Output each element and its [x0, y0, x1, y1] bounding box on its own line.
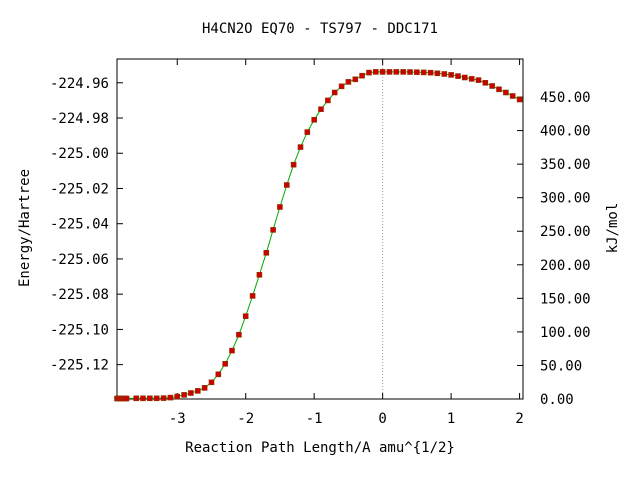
y-tick-label: -225.08 — [50, 287, 109, 303]
data-point — [277, 204, 283, 210]
data-point — [123, 395, 130, 402]
data-point — [461, 74, 468, 81]
data-point — [427, 69, 434, 76]
x-tick-label: -1 — [306, 411, 323, 427]
data-point — [338, 83, 345, 90]
x-tick-label: -3 — [169, 411, 186, 427]
data-point — [393, 69, 400, 75]
data-point — [215, 371, 222, 378]
data-point — [222, 360, 228, 367]
data-point — [167, 394, 174, 401]
data-point — [503, 89, 509, 96]
y-tick-label: -225.06 — [50, 252, 109, 268]
y-tick-label: -225.12 — [50, 358, 109, 374]
data-point — [366, 69, 372, 76]
data-point — [386, 69, 393, 75]
y2-tick-label: 350.00 — [540, 157, 591, 173]
data-point — [153, 395, 160, 402]
data-point — [455, 73, 461, 79]
y2-tick-label: 450.00 — [540, 90, 591, 106]
data-point — [140, 395, 146, 402]
series-layer — [114, 69, 523, 402]
y2-tick-label: 250.00 — [540, 224, 591, 240]
plot-frame — [116, 58, 524, 400]
data-point — [496, 86, 502, 93]
x-tick-label: 2 — [515, 411, 523, 427]
data-point — [160, 395, 167, 401]
data-point — [441, 71, 448, 77]
data-point — [509, 93, 516, 99]
data-point — [174, 393, 180, 400]
data-point — [400, 69, 407, 75]
y2-tick-label: 0.00 — [540, 392, 574, 408]
data-point — [229, 347, 235, 354]
data-point — [318, 106, 324, 112]
data-point — [249, 293, 256, 299]
data-point — [208, 379, 215, 386]
y-axis-left: -224.96 -224.98 -225.00 -225.02 -225.04 -225.… — [50, 76, 123, 374]
data-point — [311, 117, 318, 123]
y-tick-label: -224.96 — [50, 76, 109, 92]
data-point — [195, 388, 201, 394]
data-point — [147, 395, 153, 402]
data-point — [407, 69, 413, 75]
data-point — [297, 144, 304, 150]
y2-tick-label: 200.00 — [540, 258, 591, 274]
data-point — [283, 182, 290, 188]
data-point — [263, 250, 270, 256]
series-line — [117, 71, 520, 399]
y-tick-label: -225.10 — [50, 322, 109, 338]
y-tick-label: -224.98 — [50, 111, 109, 127]
x-axis-label: Reaction Path Length/A amu^{1/2} — [185, 440, 455, 456]
data-point — [133, 395, 139, 402]
data-point — [256, 271, 263, 278]
y2-tick-label: 400.00 — [540, 124, 591, 140]
x-axis: -3 -2 -1 0 1 2 — [169, 59, 524, 427]
x-tick-label: 1 — [447, 411, 455, 427]
data-point — [379, 69, 386, 75]
data-point — [325, 97, 331, 104]
data-point — [420, 69, 427, 76]
data-point — [475, 77, 482, 83]
x-tick-label: -2 — [237, 411, 254, 427]
x-tick-label: 0 — [378, 411, 386, 427]
y2-tick-label: 100.00 — [540, 325, 591, 341]
data-point — [345, 79, 352, 85]
data-point — [516, 96, 523, 103]
data-point — [448, 72, 454, 78]
data-point — [188, 390, 194, 396]
y-axis-label: Energy/Hartree — [17, 169, 33, 287]
y-axis-right: 0.00 50.00 100.00 150.00 200.00 250.00 300.00 3… — [517, 90, 591, 408]
data-point — [331, 89, 338, 96]
data-point — [482, 80, 489, 86]
data-point — [414, 69, 420, 75]
y-tick-label: -225.02 — [50, 181, 109, 197]
data-point — [242, 313, 249, 320]
y2-tick-label: 150.00 — [540, 291, 591, 307]
data-point — [270, 227, 276, 233]
data-point — [236, 331, 242, 338]
y2-tick-label: 300.00 — [540, 191, 591, 207]
data-point — [201, 385, 208, 391]
data-point — [352, 76, 359, 83]
data-point — [434, 70, 441, 77]
y-tick-label: -225.00 — [50, 146, 109, 162]
data-point — [489, 83, 496, 89]
y-tick-label: -225.04 — [50, 217, 109, 233]
data-point — [372, 69, 379, 75]
data-point — [181, 392, 187, 398]
y2-axis-label: kJ/mol — [605, 203, 621, 254]
data-point — [304, 129, 311, 135]
data-point — [468, 76, 475, 82]
data-point — [290, 161, 297, 168]
data-point — [359, 72, 365, 79]
y2-tick-label: 50.00 — [540, 358, 582, 374]
chart-title: H4CN2O EQ70 - TS797 - DDC171 — [202, 21, 438, 37]
